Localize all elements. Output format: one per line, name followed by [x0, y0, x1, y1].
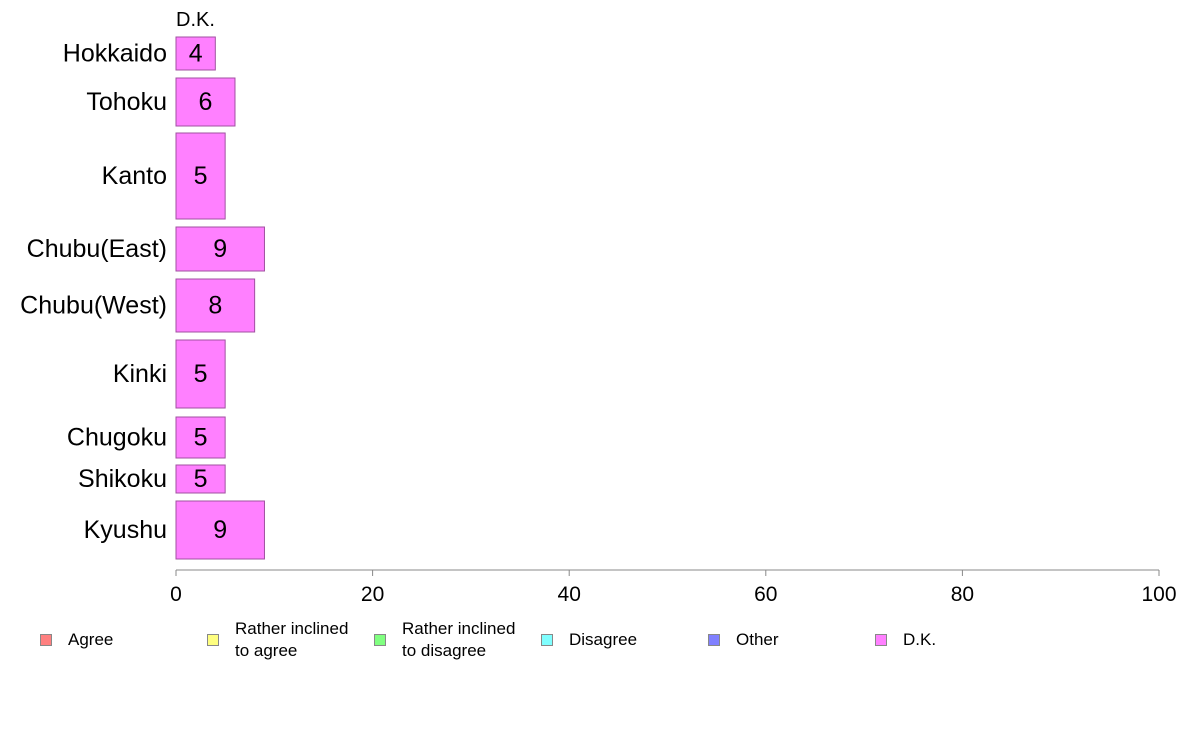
bar [175, 500, 265, 560]
x-tick-label: 100 [1141, 583, 1176, 606]
legend-item: Rather inclined to agree [207, 618, 348, 662]
bar [175, 36, 216, 71]
bar [175, 77, 236, 127]
x-axis: 0 20 40 60 80 100 [170, 569, 1177, 606]
bar-value-label: 8 [208, 292, 222, 320]
bar-value-label: 5 [194, 465, 208, 493]
bar [175, 464, 226, 494]
category-label: Kinki [113, 360, 167, 388]
x-tick-label: 80 [951, 583, 974, 606]
series-title: D.K. [176, 9, 215, 31]
bar [175, 339, 226, 409]
bar-value-label: 5 [194, 162, 208, 190]
bar-value-label: 9 [213, 235, 227, 263]
x-tick-label: 60 [754, 583, 777, 606]
category-label: Chugoku [67, 424, 167, 452]
category-label: Kyushu [84, 516, 167, 544]
legend-item: Rather inclined to disagree [374, 618, 515, 662]
legend-item: D.K. [875, 629, 936, 651]
legend: Agree Rather inclined to agree Rather incl… [0, 618, 1188, 668]
category-label: Shikoku [78, 465, 167, 493]
bar [175, 132, 226, 220]
legend-swatch [708, 634, 720, 646]
bar-value-label: 5 [194, 360, 208, 388]
bar-chart: D.K. Hokkaido 4 Tohoku 6 Kanto 5 Chubu(East) 9 C… [20, 9, 1177, 606]
bar-value-label: 9 [213, 516, 227, 544]
legend-swatch [40, 634, 52, 646]
bar-value-label: 4 [189, 40, 203, 68]
legend-label: Other [736, 630, 779, 649]
legend-label: Rather inclined to disagree [402, 619, 516, 660]
legend-swatch [541, 634, 553, 646]
category-label: Tohoku [86, 88, 167, 116]
category-label: Chubu(East) [27, 235, 167, 263]
legend-label: Agree [68, 630, 114, 649]
legend-item: Other [708, 629, 779, 651]
bar-value-label: 5 [194, 424, 208, 452]
legend-swatch [374, 634, 386, 646]
x-tick-label: 0 [170, 583, 182, 606]
x-tick-label: 20 [361, 583, 384, 606]
legend-label: Disagree [569, 630, 638, 649]
legend-label: D.K. [903, 630, 937, 649]
bar [175, 278, 256, 333]
bars-group: Hokkaido 4 Tohoku 6 Kanto 5 Chubu(East) 9 Chubu(… [20, 36, 265, 560]
category-label: Kanto [102, 162, 167, 190]
legend-item: Agree [40, 629, 113, 651]
bar [175, 416, 226, 459]
category-label: Chubu(West) [20, 292, 167, 320]
legend-item: Disagree [541, 629, 637, 651]
bar [175, 226, 265, 272]
legend-swatch [875, 634, 887, 646]
legend-swatch [207, 634, 219, 646]
category-label: Hokkaido [63, 40, 167, 68]
x-tick-label: 40 [558, 583, 581, 606]
bar-value-label: 6 [199, 88, 213, 116]
legend-label: Rather inclined to agree [235, 619, 349, 660]
